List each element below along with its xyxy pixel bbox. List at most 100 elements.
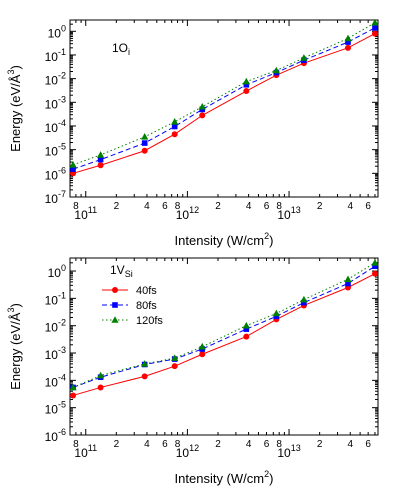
data-point (171, 123, 178, 130)
y-tick-label: 100 (48, 263, 66, 280)
data-point (371, 259, 379, 266)
y-tick-label: 10-2 (45, 71, 66, 88)
x-minor-tick-label: 8 (175, 201, 181, 212)
legend-marker (112, 287, 118, 293)
x-tick-label: 1013 (277, 443, 300, 460)
data-point (300, 54, 308, 61)
data-point (242, 77, 250, 85)
data-point (171, 131, 178, 138)
series-80fs (70, 263, 378, 391)
legend-label: 40fs (136, 285, 157, 297)
x-minor-tick-label: 4 (246, 201, 252, 212)
y-axis-title: Energy (eV/Å3) (6, 65, 23, 152)
x-minor-tick-label: 4 (246, 439, 252, 450)
x-minor-tick-label: 4 (144, 439, 150, 450)
legend-marker (112, 302, 118, 308)
y-tick-label: 10-5 (45, 142, 66, 159)
data-point (171, 118, 179, 125)
data-point (70, 392, 77, 399)
data-point (97, 151, 105, 158)
x-minor-tick-label: 6 (162, 201, 168, 212)
y-axis-title: Energy (eV/Å3) (6, 303, 23, 390)
data-point (372, 263, 378, 270)
legend-label: 120fs (136, 315, 163, 327)
x-minor-tick-label: 2 (114, 439, 120, 450)
x-axis-title: Intensity (W/cm2) (175, 231, 274, 248)
x-tick-label: 1011 (74, 443, 97, 460)
series-line (72, 273, 376, 396)
series-120fs (69, 259, 379, 391)
panel-annotation: 1Oi (112, 41, 130, 57)
data-point (199, 112, 206, 119)
data-point (141, 140, 148, 146)
y-tick-label: 10-4 (45, 118, 66, 135)
data-point (372, 25, 378, 31)
data-point (69, 383, 77, 391)
y-tick-label: 10-1 (45, 47, 66, 64)
data-point (199, 351, 206, 358)
data-point (272, 309, 280, 317)
x-minor-tick-label: 6 (264, 201, 270, 212)
data-point (243, 326, 250, 332)
series-line (72, 22, 376, 166)
series-line (72, 27, 376, 170)
data-point (301, 299, 307, 306)
data-point (198, 342, 206, 350)
legend-marker (111, 316, 119, 323)
data-point (344, 275, 352, 283)
x-minor-tick-label: 6 (365, 439, 371, 450)
x-tick-label: 1012 (176, 205, 199, 222)
x-minor-tick-label: 2 (114, 201, 120, 212)
y-tick-label: 10-6 (45, 165, 66, 182)
data-point (70, 166, 76, 172)
data-point (344, 44, 351, 51)
x-tick-label: 1012 (176, 443, 199, 460)
legend-label: 80fs (136, 300, 157, 312)
y-tick-label: 10-7 (45, 189, 66, 206)
x-minor-tick-label: 8 (73, 439, 79, 450)
plot-frame (69, 19, 379, 198)
y-tick-label: 10-5 (45, 400, 66, 417)
data-point (300, 295, 308, 303)
data-point (141, 132, 149, 140)
data-point (97, 162, 104, 169)
series-120fs (69, 18, 379, 168)
data-point (243, 81, 250, 88)
x-minor-tick-label: 8 (276, 201, 282, 212)
data-point (371, 270, 378, 277)
x-minor-tick-label: 2 (317, 201, 323, 212)
plot-frame (69, 257, 379, 436)
data-point (371, 18, 379, 26)
series-40fs (70, 30, 378, 177)
x-minor-tick-label: 2 (215, 201, 221, 212)
data-point (69, 160, 77, 168)
x-minor-tick-label: 4 (347, 201, 353, 212)
x-tick-label: 1011 (74, 205, 97, 222)
legend: 40fs 80fs 120fs (102, 285, 163, 327)
data-point (141, 373, 148, 380)
y-tick-label: 10-1 (45, 290, 66, 307)
x-minor-tick-label: 2 (317, 439, 323, 450)
x-minor-tick-label: 4 (144, 201, 150, 212)
data-point (345, 39, 351, 45)
y-tick-label: 10-3 (45, 94, 66, 111)
y-tick-label: 10-2 (45, 318, 66, 335)
data-point (273, 313, 280, 320)
y-tick-label: 10-6 (45, 427, 66, 444)
data-point (141, 147, 148, 154)
data-point (344, 34, 352, 42)
x-minor-tick-label: 6 (365, 201, 371, 212)
x-minor-tick-label: 8 (276, 439, 282, 450)
y-tick-label: 10-3 (45, 345, 66, 362)
data-point (242, 321, 250, 329)
series-line (72, 265, 376, 388)
data-point (97, 384, 104, 391)
data-point (198, 102, 206, 110)
data-point (345, 280, 351, 287)
data-point (97, 371, 105, 379)
panel-annotation: 1VSi (110, 263, 133, 279)
data-point (141, 360, 149, 367)
